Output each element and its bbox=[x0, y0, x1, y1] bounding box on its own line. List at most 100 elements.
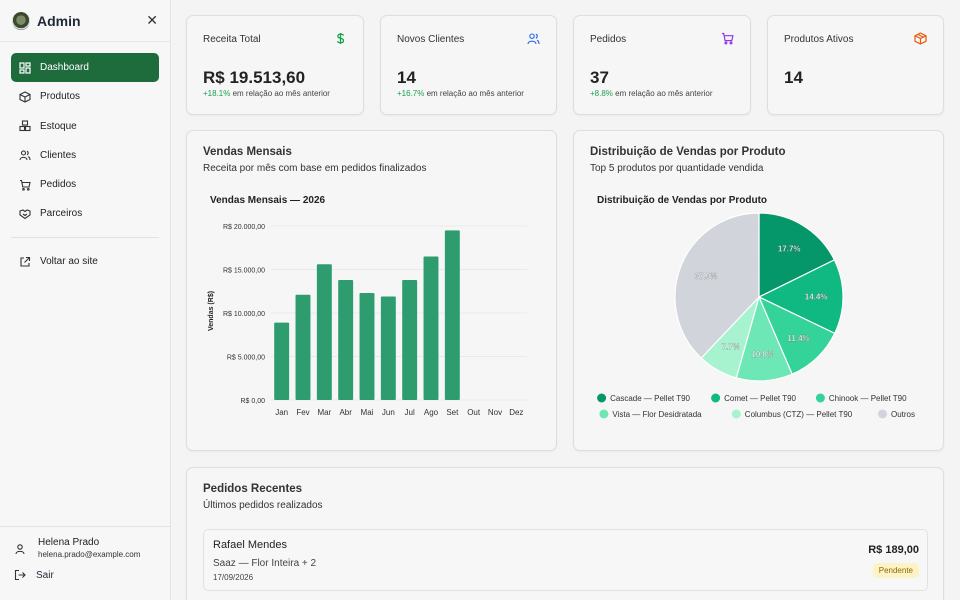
x-tick-label: Jan bbox=[275, 408, 288, 417]
stat-title: Pedidos bbox=[590, 34, 627, 45]
y-axis-label: Vendas (R$) bbox=[208, 291, 215, 331]
order-customer: Rafael Mendes bbox=[213, 539, 287, 551]
product-distribution-chart: Distribuição de Vendas por Produto 17.7%… bbox=[597, 195, 915, 420]
y-tick-label: R$ 10.000,00 bbox=[223, 311, 265, 318]
bar[interactable] bbox=[380, 296, 396, 400]
pie-slice[interactable] bbox=[758, 212, 836, 298]
legend-item[interactable]: Chinook — Pellet T90 bbox=[815, 393, 907, 404]
legend-swatch bbox=[878, 409, 887, 419]
bar[interactable] bbox=[274, 322, 290, 400]
pie-slice[interactable] bbox=[757, 259, 844, 335]
monthly-sales-chart: Vendas Mensais — 2026 Vendas (R$) R$ 0,0… bbox=[208, 195, 527, 417]
order-total: R$ 189,00 bbox=[868, 544, 919, 556]
close-icon[interactable]: ✕ bbox=[146, 12, 158, 28]
slice-label: 7.7% bbox=[722, 343, 740, 352]
sidebar-item-dashboard[interactable]: Dashboard bbox=[11, 53, 159, 82]
x-tick-label: Mai bbox=[361, 408, 374, 417]
x-tick-label: Out bbox=[467, 408, 481, 417]
slice-label: 37.9% bbox=[695, 272, 718, 281]
stat-change-text: em relação ao mês anterior bbox=[612, 89, 713, 98]
slice-label: 10.8% bbox=[751, 350, 774, 359]
box-icon bbox=[914, 32, 927, 45]
panel-subtitle: Top 5 produtos por quantidade vendida bbox=[590, 163, 764, 174]
x-tick-label: Abr bbox=[339, 408, 352, 417]
bar[interactable] bbox=[402, 279, 418, 400]
pie-slice[interactable] bbox=[674, 212, 760, 359]
dashboard-icon bbox=[19, 61, 31, 74]
stat-change-text: em relação ao mês anterior bbox=[424, 89, 524, 98]
order-items: Saaz — Flor Inteira + 2 bbox=[213, 558, 317, 569]
sidebar-item-parceiros[interactable]: Parceiros bbox=[11, 199, 159, 228]
legend-swatch bbox=[597, 393, 607, 403]
status-badge: Pendente bbox=[872, 563, 919, 578]
legend-swatch bbox=[711, 393, 721, 403]
sidebar-item-produtos[interactable]: Produtos bbox=[11, 82, 159, 111]
sidebar-divider bbox=[11, 237, 159, 239]
brand-logo bbox=[12, 11, 30, 30]
y-tick-label: R$ 5.000,00 bbox=[227, 355, 265, 362]
user-name: Helena Prado bbox=[38, 537, 100, 548]
sidebar-footer: Helena Prado helena.prado@example.com Sa… bbox=[0, 526, 170, 600]
legend-item[interactable]: Outros bbox=[878, 409, 915, 420]
stat-card-active-products: Produtos Ativos 14 bbox=[767, 15, 944, 115]
stat-card-new-customers: Novos Clientes 14 +16.7% em relação ao m… bbox=[380, 15, 557, 115]
legend-item[interactable]: Cascade — Pellet T90 bbox=[597, 393, 691, 404]
sidebar-item-label: Pedidos bbox=[40, 179, 77, 191]
logout-button[interactable]: Sair bbox=[14, 569, 156, 581]
legend-item[interactable]: Comet — Pellet T90 bbox=[711, 393, 797, 404]
stat-change-text: em relação ao mês anterior bbox=[230, 89, 330, 98]
stat-change-percent: +16.7% bbox=[397, 89, 425, 98]
bar[interactable] bbox=[295, 294, 311, 400]
order-list-item[interactable]: Rafael Mendes Saaz — Flor Inteira + 2 17… bbox=[203, 529, 928, 591]
x-tick-label: Set bbox=[446, 408, 459, 417]
stat-value: 37 bbox=[590, 68, 609, 87]
sidebar-item-pedidos[interactable]: Pedidos bbox=[11, 170, 159, 199]
sidebar-item-clientes[interactable]: Clientes bbox=[11, 141, 159, 170]
product-distribution-panel: Distribuição de Vendas por Produto Top 5… bbox=[573, 130, 944, 451]
back-to-site-link[interactable]: Voltar ao site bbox=[11, 247, 159, 276]
legend-item[interactable]: Vista — Flor Desidratada bbox=[599, 409, 702, 420]
cart-icon bbox=[721, 32, 734, 45]
panel-title: Distribuição de Vendas por Produto bbox=[590, 146, 786, 158]
stat-value: 14 bbox=[784, 68, 803, 87]
sidebar-item-estoque[interactable]: Estoque bbox=[11, 112, 159, 141]
legend-label: Outros bbox=[891, 410, 915, 419]
logout-label: Sair bbox=[36, 569, 54, 581]
bar[interactable] bbox=[423, 256, 439, 400]
legend-item[interactable]: Columbus (CTZ) — Pellet T90 bbox=[731, 409, 853, 420]
slice-label: 11.4% bbox=[787, 334, 809, 343]
y-tick-label: R$ 0,00 bbox=[240, 398, 265, 405]
legend-label: Chinook — Pellet T90 bbox=[829, 394, 907, 403]
sidebar-item-label: Parceiros bbox=[40, 208, 83, 220]
chart-legend: Cascade — Pellet T90 Comet — Pellet T90 Ch… bbox=[597, 393, 915, 420]
external-link-icon bbox=[19, 256, 31, 268]
bar[interactable] bbox=[444, 230, 460, 400]
dollar-icon bbox=[334, 32, 347, 45]
monthly-sales-panel: Vendas Mensais Receita por mês com base … bbox=[186, 130, 557, 451]
pie-slices bbox=[674, 212, 844, 382]
bar[interactable] bbox=[359, 292, 375, 400]
back-to-site-label: Voltar ao site bbox=[40, 256, 98, 268]
user-email: helena.prado@example.com bbox=[38, 550, 141, 559]
chart-title: Vendas Mensais — 2026 bbox=[210, 195, 326, 206]
order-date: 17/09/2026 bbox=[213, 573, 254, 582]
legend-label: Vista — Flor Desidratada bbox=[612, 410, 702, 419]
bar[interactable] bbox=[338, 279, 354, 400]
x-axis-ticks: Jan Fev Mar Abr Mai Jun Jul Ago Set Out Nov Dez bbox=[275, 408, 523, 417]
x-tick-label: Dez bbox=[509, 408, 523, 417]
sidebar-nav: Dashboard Produtos Estoque Clientes Pedi… bbox=[0, 42, 170, 276]
legend-swatch bbox=[731, 409, 741, 419]
panel-title: Pedidos Recentes bbox=[203, 483, 303, 495]
chart-bars bbox=[274, 230, 460, 400]
stat-change-percent: +18.1% bbox=[203, 89, 231, 98]
user-info: Helena Prado helena.prado@example.com bbox=[14, 537, 156, 559]
stat-value: R$ 19.513,60 bbox=[203, 68, 306, 87]
sidebar: Admin ✕ Dashboard Produtos Estoque Clie bbox=[0, 0, 171, 600]
slice-label: 17.7% bbox=[778, 245, 801, 254]
users-icon bbox=[527, 32, 540, 45]
bar[interactable] bbox=[316, 264, 332, 400]
handshake-icon bbox=[19, 208, 31, 220]
x-tick-label: Fev bbox=[296, 408, 309, 417]
panel-subtitle: Receita por mês com base em pedidos fina… bbox=[203, 163, 427, 174]
chart-grid: R$ 0,00 R$ 5.000,00 R$ 10.000,00 R$ 15.000,… bbox=[223, 224, 527, 405]
